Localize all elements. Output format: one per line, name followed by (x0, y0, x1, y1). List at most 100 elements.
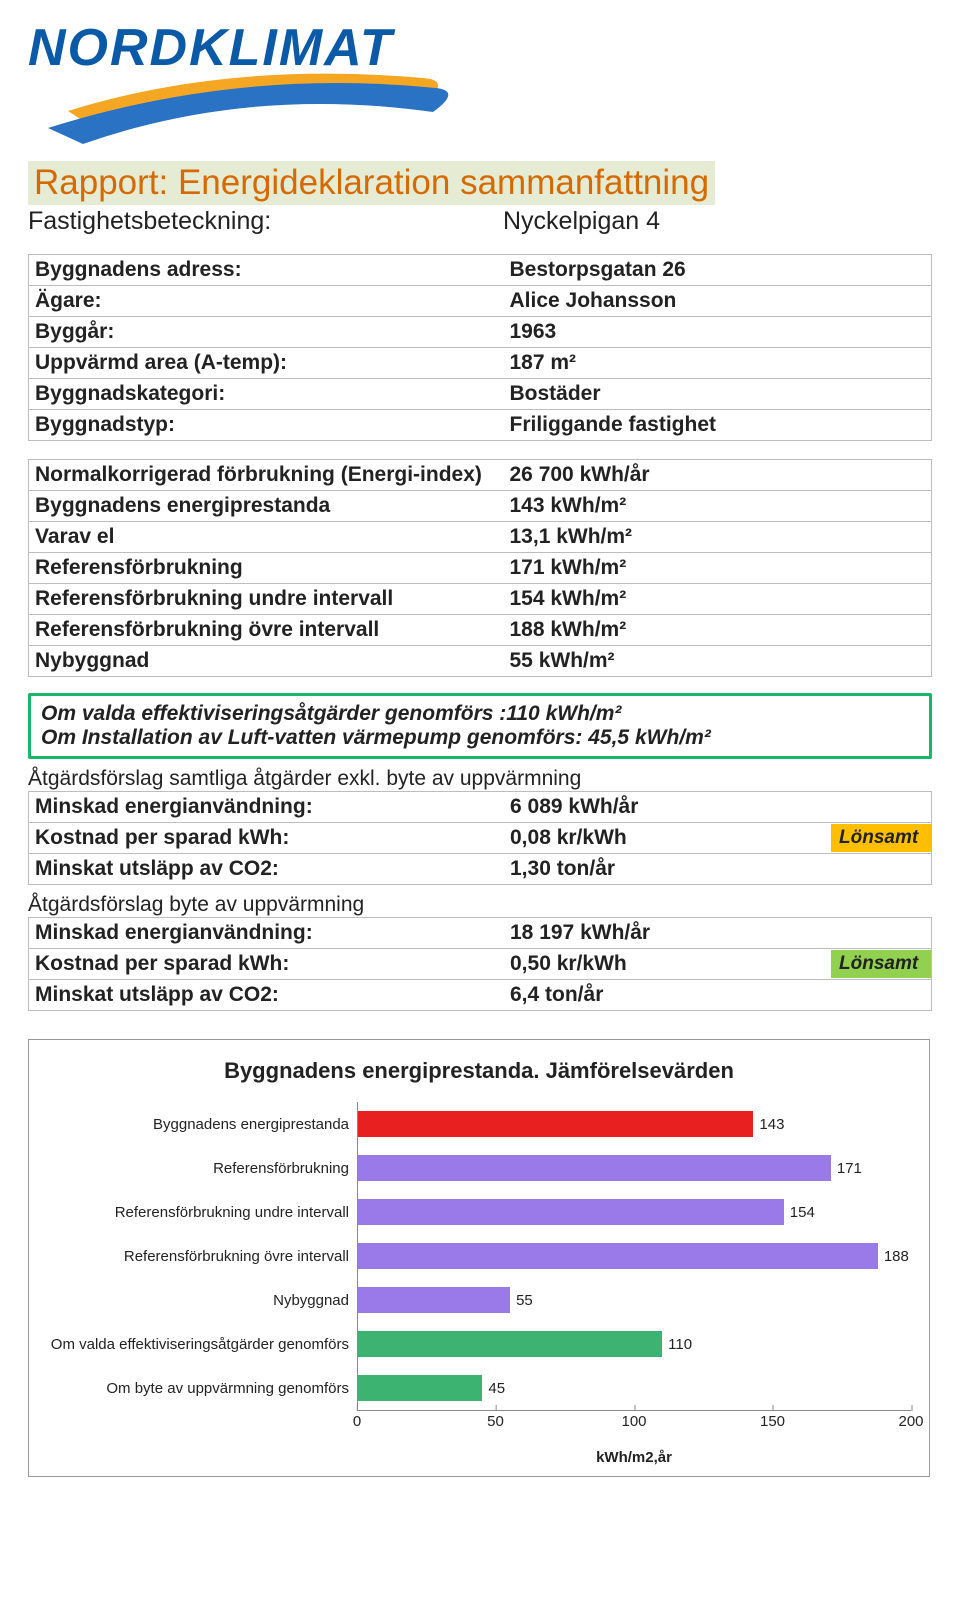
actions2-row: Minskat utsläpp av CO2:6,4 ton/år (28, 980, 932, 1011)
chart-bar-label: Om valda effektiviseringsåtgärder genomf… (47, 1322, 357, 1366)
actions1-label: Minskat utsläpp av CO2: (29, 854, 504, 884)
energy-value: 171 kWh/m² (504, 553, 932, 584)
chart-bar-row: 143 (358, 1102, 911, 1146)
chart-title: Byggnadens energiprestanda. Jämförelsevä… (47, 1058, 911, 1084)
actions1-label: Minskad energianvändning: (29, 792, 504, 822)
chart-bar-row: 110 (358, 1322, 911, 1366)
logo: NORDKLIMAT (28, 22, 932, 151)
property-value: 187 m² (504, 348, 932, 379)
energy-row: Varav el13,1 kWh/m² (29, 522, 932, 553)
energy-value: 55 kWh/m² (504, 646, 932, 677)
profitability-badge: Lönsamt (831, 950, 931, 978)
actions1-value: 1,30 ton/år (504, 854, 931, 884)
property-row: Uppvärmd area (A-temp):187 m² (29, 348, 932, 379)
energy-row: Byggnadens energiprestanda143 kWh/m² (29, 491, 932, 522)
energy-value: 13,1 kWh/m² (504, 522, 932, 553)
actions1-table: Minskad energianvändning:6 089 kWh/årKos… (28, 791, 932, 885)
actions1-value: 6 089 kWh/år (504, 792, 931, 822)
property-label: Byggnadens adress: (29, 255, 504, 286)
energy-row: Nybyggnad55 kWh/m² (29, 646, 932, 677)
efficiency-line2: Om Installation av Luft-vatten värmepump… (41, 726, 919, 750)
chart-bar (358, 1375, 482, 1401)
actions2-value: 6,4 ton/år (504, 980, 931, 1010)
title-bar: Rapport: Energideklaration sammanfattnin… (28, 161, 715, 205)
profitability-badge: Lönsamt (831, 824, 931, 852)
chart-bar-value: 188 (884, 1248, 909, 1265)
chart-x-axis: 050100150200 (357, 1411, 911, 1443)
property-value: 1963 (504, 317, 932, 348)
actions2-table: Minskad energianvändning:18 197 kWh/årKo… (28, 917, 932, 1011)
chart-bar-label: Byggnadens energiprestanda (47, 1102, 357, 1146)
actions2-label: Minskat utsläpp av CO2: (29, 980, 504, 1010)
property-value: Bestorpsgatan 26 (504, 255, 932, 286)
actions2-value: 0,50 kr/kWh (504, 949, 827, 979)
property-value: Bostäder (504, 379, 932, 410)
chart-bar-value: 154 (790, 1204, 815, 1221)
chart-x-tick: 200 (898, 1411, 923, 1430)
chart-y-labels: Byggnadens energiprestanda Referensförbru… (47, 1102, 357, 1411)
property-designation-value: Nyckelpigan 4 (503, 207, 932, 236)
energy-value: 143 kWh/m² (504, 491, 932, 522)
chart-bar-row: 55 (358, 1278, 911, 1322)
chart-bar-value: 45 (488, 1380, 505, 1397)
report-title: Rapport: Energideklaration sammanfattnin… (34, 163, 709, 202)
report-page: NORDKLIMAT Rapport: Energideklaration sa… (0, 0, 960, 1517)
chart-x-tick: 0 (353, 1411, 361, 1430)
energy-value: 154 kWh/m² (504, 584, 932, 615)
property-label: Uppvärmd area (A-temp): (29, 348, 504, 379)
property-table: Byggnadens adress:Bestorpsgatan 26Ägare:… (28, 254, 932, 441)
chart-bar (358, 1287, 510, 1313)
chart-bar (358, 1155, 831, 1181)
chart-bar-value: 110 (668, 1336, 692, 1353)
energy-label: Normalkorrigerad förbrukning (Energi-ind… (29, 460, 504, 491)
property-value: Alice Johansson (504, 286, 932, 317)
property-row: Byggår:1963 (29, 317, 932, 348)
efficiency-highlight-box: Om valda effektiviseringsåtgärder genomf… (28, 693, 932, 759)
property-value: Friliggande fastighet (504, 410, 932, 441)
property-row: Byggnadskategori:Bostäder (29, 379, 932, 410)
chart-plot-area: 143 171 154 188 55 110 45 (357, 1102, 911, 1411)
actions2-label: Minskad energianvändning: (29, 918, 504, 948)
property-label: Byggnadskategori: (29, 379, 504, 410)
actions1-label: Kostnad per sparad kWh: (29, 823, 504, 853)
actions2-row: Kostnad per sparad kWh:0,50 kr/kWhLönsam… (28, 949, 932, 980)
subtitle-row: Fastighetsbeteckning: Nyckelpigan 4 (28, 207, 932, 236)
property-label: Byggår: (29, 317, 504, 348)
chart-bar-label: Nybyggnad (47, 1278, 357, 1322)
property-designation-label: Fastighetsbeteckning: (28, 207, 503, 236)
actions1-value: 0,08 kr/kWh (504, 823, 827, 853)
energy-row: Referensförbrukning undre intervall154 k… (29, 584, 932, 615)
chart-bar-value: 55 (516, 1292, 533, 1309)
property-label: Ägare: (29, 286, 504, 317)
actions2-heading: Åtgärdsförslag byte av uppvärmning (28, 893, 932, 917)
chart-bar-value: 171 (837, 1160, 862, 1177)
chart-bar-row: 154 (358, 1190, 911, 1234)
property-row: Byggnadstyp:Friliggande fastighet (29, 410, 932, 441)
chart-x-tick: 100 (621, 1411, 646, 1430)
chart-bar (358, 1243, 878, 1269)
chart-bar-row: 171 (358, 1146, 911, 1190)
chart-bar-value: 143 (759, 1116, 784, 1133)
logo-swoosh-icon (28, 56, 458, 146)
energy-chart: Byggnadens energiprestanda. Jämförelsevä… (28, 1039, 930, 1477)
actions1-row: Minskad energianvändning:6 089 kWh/år (28, 791, 932, 823)
chart-x-axis-title: kWh/m2,år (357, 1449, 911, 1466)
energy-label: Referensförbrukning undre intervall (29, 584, 504, 615)
energy-table: Normalkorrigerad förbrukning (Energi-ind… (28, 459, 932, 677)
chart-bar-label: Om byte av uppvärmning genomförs (47, 1366, 357, 1410)
energy-value: 188 kWh/m² (504, 615, 932, 646)
energy-value: 26 700 kWh/år (504, 460, 932, 491)
actions1-row: Kostnad per sparad kWh:0,08 kr/kWhLönsam… (28, 823, 932, 854)
energy-label: Nybyggnad (29, 646, 504, 677)
efficiency-line1: Om valda effektiviseringsåtgärder genomf… (41, 702, 919, 726)
energy-label: Referensförbrukning övre intervall (29, 615, 504, 646)
property-label: Byggnadstyp: (29, 410, 504, 441)
chart-bar-label: Referensförbrukning övre intervall (47, 1234, 357, 1278)
actions2-label: Kostnad per sparad kWh: (29, 949, 504, 979)
energy-label: Byggnadens energiprestanda (29, 491, 504, 522)
property-row: Ägare:Alice Johansson (29, 286, 932, 317)
chart-bar-row: 45 (358, 1366, 911, 1410)
chart-bar (358, 1331, 662, 1357)
energy-row: Normalkorrigerad förbrukning (Energi-ind… (29, 460, 932, 491)
actions1-row: Minskat utsläpp av CO2:1,30 ton/år (28, 854, 932, 885)
